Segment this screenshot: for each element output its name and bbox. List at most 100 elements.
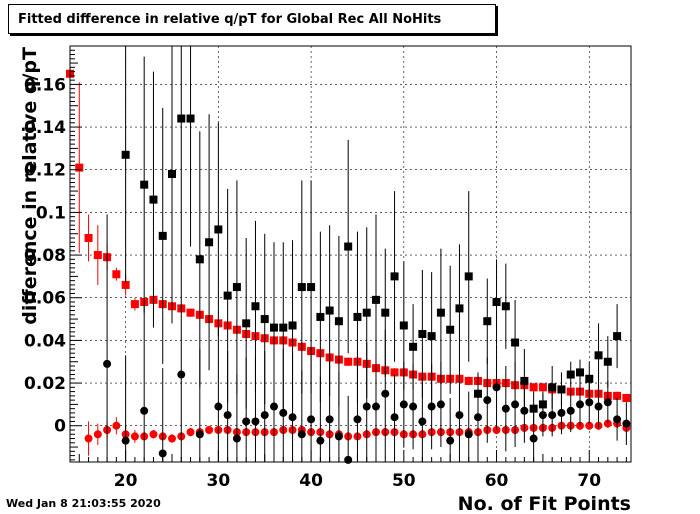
- chart-title-box: Fitted difference in relative q/pT for G…: [8, 4, 496, 34]
- data-point-circle: [548, 411, 557, 420]
- data-point-square: [362, 308, 371, 317]
- data-point-circle: [186, 428, 195, 437]
- chart-title: Fitted difference in relative q/pT for G…: [18, 12, 442, 27]
- data-point-circle: [538, 411, 547, 420]
- data-point-circle: [622, 419, 631, 428]
- data-point-circle: [130, 432, 139, 441]
- x-tick-label: 30: [207, 471, 231, 491]
- data-point-circle: [362, 402, 371, 411]
- data-point-circle: [381, 389, 390, 398]
- data-point-square: [464, 376, 473, 385]
- data-point-circle: [279, 408, 288, 417]
- data-point-circle: [149, 430, 158, 439]
- x-axis-label: No. of Fit Points: [458, 493, 631, 514]
- data-point-circle: [372, 402, 380, 411]
- data-point-circle: [566, 406, 575, 415]
- y-axis-label: difference in relative q/pT: [19, 47, 41, 325]
- data-point-square: [93, 251, 102, 260]
- data-point-square: [585, 374, 594, 383]
- data-point-square: [418, 330, 427, 338]
- data-point-circle: [427, 402, 436, 411]
- data-point-square: [613, 332, 622, 341]
- data-point-circle: [585, 421, 594, 430]
- data-point-square: [270, 323, 278, 332]
- data-point-circle: [399, 400, 408, 409]
- data-point-square: [334, 317, 343, 326]
- timestamp: Wed Jan 8 21:03:55 2020: [6, 497, 161, 510]
- data-point-square: [436, 308, 445, 317]
- data-point-square: [390, 272, 399, 281]
- data-point-square: [372, 295, 380, 304]
- data-point-circle: [270, 402, 278, 411]
- data-point-circle: [103, 359, 112, 368]
- data-point-square: [177, 114, 186, 123]
- data-point-square: [140, 180, 149, 189]
- data-point-square: [566, 370, 575, 379]
- data-point-square: [501, 302, 510, 311]
- data-point-square: [390, 368, 399, 377]
- data-point-square: [75, 163, 84, 172]
- data-point-circle: [474, 413, 482, 422]
- y-tick-label: 0: [54, 417, 66, 437]
- y-tick-label: 0.04: [24, 331, 66, 351]
- data-point-circle: [520, 406, 529, 415]
- data-point-square: [483, 317, 492, 326]
- data-point-square: [149, 195, 158, 204]
- data-point-circle: [483, 396, 492, 405]
- data-point-square: [409, 342, 418, 351]
- data-point-square: [112, 270, 121, 279]
- data-point-square: [446, 325, 455, 334]
- data-point-square: [232, 283, 241, 292]
- data-point-square: [464, 272, 473, 281]
- data-point-circle: [455, 411, 464, 420]
- data-point-square: [399, 321, 408, 330]
- data-point-circle: [594, 402, 603, 411]
- data-point-square: [529, 383, 538, 392]
- data-point-square: [223, 291, 232, 300]
- data-point-circle: [576, 400, 584, 409]
- data-point-square: [121, 150, 130, 159]
- x-tick-label: 60: [485, 471, 509, 491]
- data-point-circle: [288, 413, 297, 422]
- data-point-circle: [140, 406, 149, 415]
- data-point-square: [195, 255, 204, 264]
- data-point-circle: [93, 430, 102, 439]
- data-point-square: [186, 308, 195, 317]
- data-point-square: [158, 231, 167, 240]
- data-point-square: [548, 383, 557, 392]
- data-point-circle: [390, 413, 399, 422]
- data-point-circle: [409, 402, 418, 411]
- data-point-circle: [436, 400, 445, 409]
- data-point-square: [214, 225, 223, 234]
- data-point-circle: [325, 415, 334, 424]
- data-point-circle: [585, 398, 594, 407]
- data-point-square: [307, 283, 316, 292]
- y-tick-label: 0.1: [36, 203, 66, 223]
- data-point-circle: [84, 434, 93, 443]
- data-point-circle: [307, 415, 316, 424]
- data-point-circle: [205, 426, 214, 434]
- data-point-square: [603, 357, 612, 366]
- data-point-square: [353, 312, 362, 321]
- data-point-circle: [316, 436, 325, 445]
- data-point-circle: [511, 400, 520, 409]
- data-point-square: [325, 306, 334, 315]
- data-point-circle: [297, 430, 306, 439]
- data-point-square: [492, 298, 501, 306]
- data-point-square: [344, 242, 353, 251]
- data-point-square: [594, 351, 603, 360]
- data-point-circle: [603, 398, 612, 407]
- data-point-circle: [177, 370, 186, 379]
- data-point-square: [538, 383, 547, 392]
- data-point-circle: [112, 421, 121, 430]
- x-tick-label: 50: [392, 471, 416, 491]
- data-point-square: [288, 321, 297, 330]
- data-point-square: [455, 304, 464, 313]
- data-point-square: [168, 170, 176, 178]
- data-point-square: [84, 234, 93, 242]
- data-point-square: [186, 114, 195, 123]
- data-point-circle: [251, 417, 260, 426]
- data-point-square: [381, 308, 390, 317]
- data-point-square: [205, 238, 214, 247]
